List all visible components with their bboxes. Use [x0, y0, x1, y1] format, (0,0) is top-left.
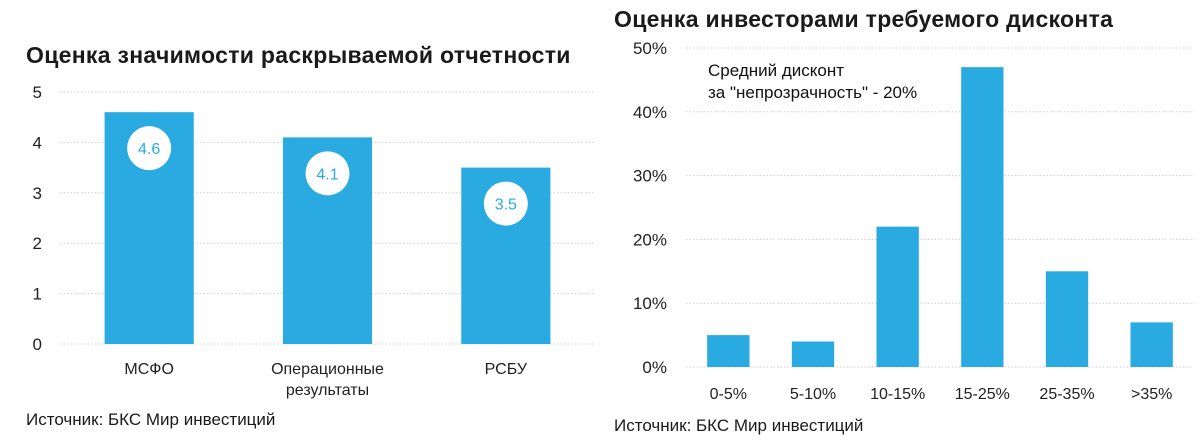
x-category-label: >35% — [1131, 386, 1172, 403]
annotation-line-2: за "непрозрачность" - 20% — [708, 83, 918, 102]
bar — [791, 341, 835, 367]
x-category-label: 5-10% — [790, 386, 836, 403]
x-category-label: МСФО — [124, 361, 174, 378]
x-category-label: 10-15% — [870, 386, 925, 403]
bar — [707, 335, 750, 367]
data-label: 4.1 — [316, 166, 338, 183]
bar — [1130, 322, 1173, 367]
x-category-label: 25-35% — [1039, 386, 1094, 403]
y-tick-label: 30% — [633, 167, 667, 186]
data-label-bubble — [305, 151, 350, 196]
y-tick-label: 5 — [33, 83, 42, 102]
left-bar-chart: 0 1 2 3 4 5 МСФО 4.6 Операционные результаты 4.1 РС… — [33, 83, 595, 399]
bar — [1045, 271, 1089, 367]
y-tick-label: 0 — [33, 335, 42, 354]
x-category-label: РСБУ — [485, 361, 528, 378]
y-tick-label: 0% — [642, 358, 667, 377]
y-tick-label: 40% — [633, 103, 667, 122]
y-tick-label: 20% — [633, 230, 667, 249]
right-chart-source: Источник: БКС Мир инвестиций — [614, 416, 864, 435]
bar — [961, 67, 1004, 367]
annotation-line-1: Средний дисконт — [708, 61, 845, 80]
right-bar-chart: 0% 10% 20% 30% 40% 50% 0-5% 5-10% 10-15% 15-25% 25… — [633, 39, 1194, 403]
data-label: 3.5 — [495, 197, 517, 214]
y-tick-label: 10% — [633, 294, 667, 313]
y-tick-label: 1 — [33, 285, 42, 304]
right-chart-title: Оценка инвесторами требуемого дисконта — [614, 6, 1114, 32]
data-label: 4.6 — [138, 141, 160, 158]
left-chart-source: Источник: БКС Мир инвестиций — [26, 410, 276, 429]
chart-annotation: Средний дисконт за "непрозрачность" - 20… — [708, 60, 917, 104]
right-chart-panel: Оценка инвесторами требуемого дисконта 0… — [600, 0, 1200, 441]
left-chart-title: Оценка значимости раскрываемой отчетност… — [26, 42, 571, 68]
x-category-label: 15-25% — [955, 386, 1010, 403]
data-label-bubble — [483, 181, 528, 226]
x-category-label: Операционные — [271, 361, 384, 378]
y-tick-label: 3 — [33, 184, 42, 203]
y-tick-label: 2 — [33, 234, 42, 253]
bar — [876, 226, 919, 367]
data-label-bubble — [127, 126, 172, 171]
left-chart-panel: Оценка значимости раскрываемой отчетност… — [26, 42, 595, 429]
x-category-label: 0-5% — [710, 386, 747, 403]
x-category-label: результаты — [286, 382, 369, 399]
y-tick-label: 50% — [633, 39, 667, 58]
y-tick-label: 4 — [33, 133, 42, 152]
